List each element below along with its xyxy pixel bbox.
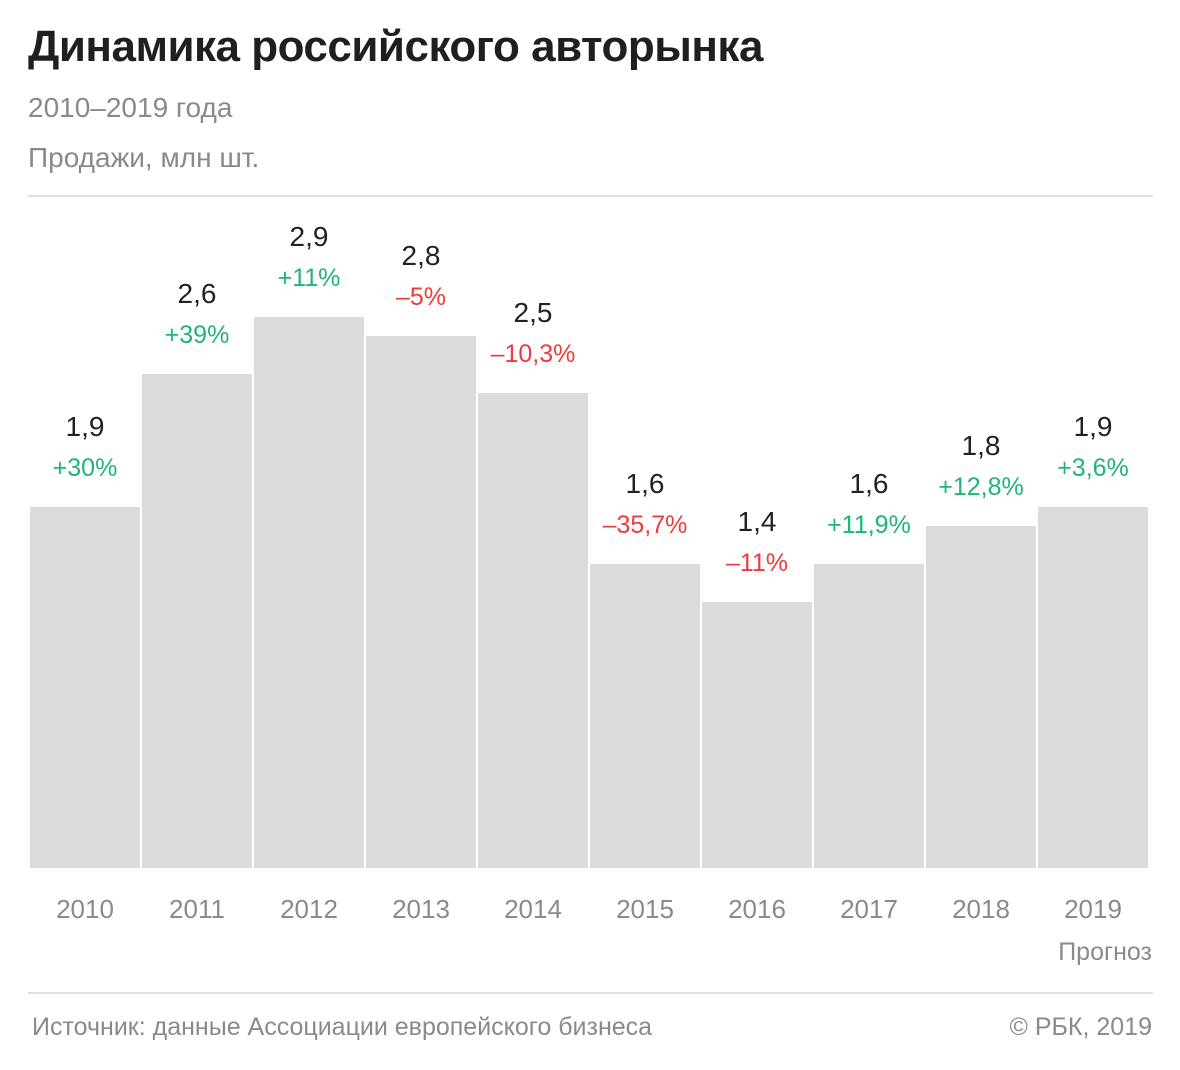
copyright-note: © РБК, 2019 [1009,1013,1152,1041]
bar-2010 [30,507,140,868]
value-label-2012: 2,9 [290,221,329,252]
x-tick-2018: 2018 [952,894,1010,924]
bar-2014 [478,393,588,868]
chart-units: Продажи, млн шт. [28,142,260,173]
bar-2013 [366,336,476,868]
x-tick-2015: 2015 [616,894,674,924]
bar-2015 [590,564,700,868]
top-divider [28,195,1153,197]
bar-2011 [142,374,252,868]
source-note: Источник: данные Ассоциации европейского… [32,1013,653,1041]
chart-period: 2010–2019 года [28,92,233,123]
bar-2017 [814,564,924,868]
change-label-2012: +11% [278,264,341,292]
bar-2018 [926,526,1036,868]
value-label-2017: 1,6 [850,468,889,499]
value-label-2014: 2,5 [514,297,553,328]
value-label-2018: 1,8 [962,430,1001,461]
bottom-divider [28,992,1153,994]
chart-title: Динамика российского авторынка [28,22,763,71]
bar-2012 [254,317,364,868]
value-label-2011: 2,6 [178,278,217,309]
x-tick-2011: 2011 [169,894,225,924]
change-label-2015: –35,7% [603,511,688,539]
change-label-2019: +3,6% [1057,454,1129,482]
x-tick-2014: 2014 [504,894,562,924]
x-tick-2019: 2019 [1064,894,1122,924]
forecast-note: Прогноз [1058,938,1152,966]
change-label-2013: –5% [396,283,446,311]
change-label-2016: –11% [726,549,788,577]
x-tick-2010: 2010 [56,894,114,924]
change-label-2014: –10,3% [491,340,576,368]
x-tick-2013: 2013 [392,894,450,924]
x-tick-2016: 2016 [728,894,786,924]
change-label-2010: +30% [53,454,118,482]
value-label-2010: 1,9 [66,411,105,442]
value-label-2019: 1,9 [1074,411,1113,442]
bar-2019 [1038,507,1148,868]
change-label-2011: +39% [165,321,230,349]
change-label-2017: +11,9% [827,511,911,539]
value-label-2013: 2,8 [402,240,441,271]
change-label-2018: +12,8% [938,473,1024,501]
x-tick-2017: 2017 [840,894,898,924]
x-tick-2012: 2012 [280,894,338,924]
value-label-2015: 1,6 [626,468,665,499]
bar-2016 [702,602,812,868]
value-label-2016: 1,4 [738,506,777,537]
